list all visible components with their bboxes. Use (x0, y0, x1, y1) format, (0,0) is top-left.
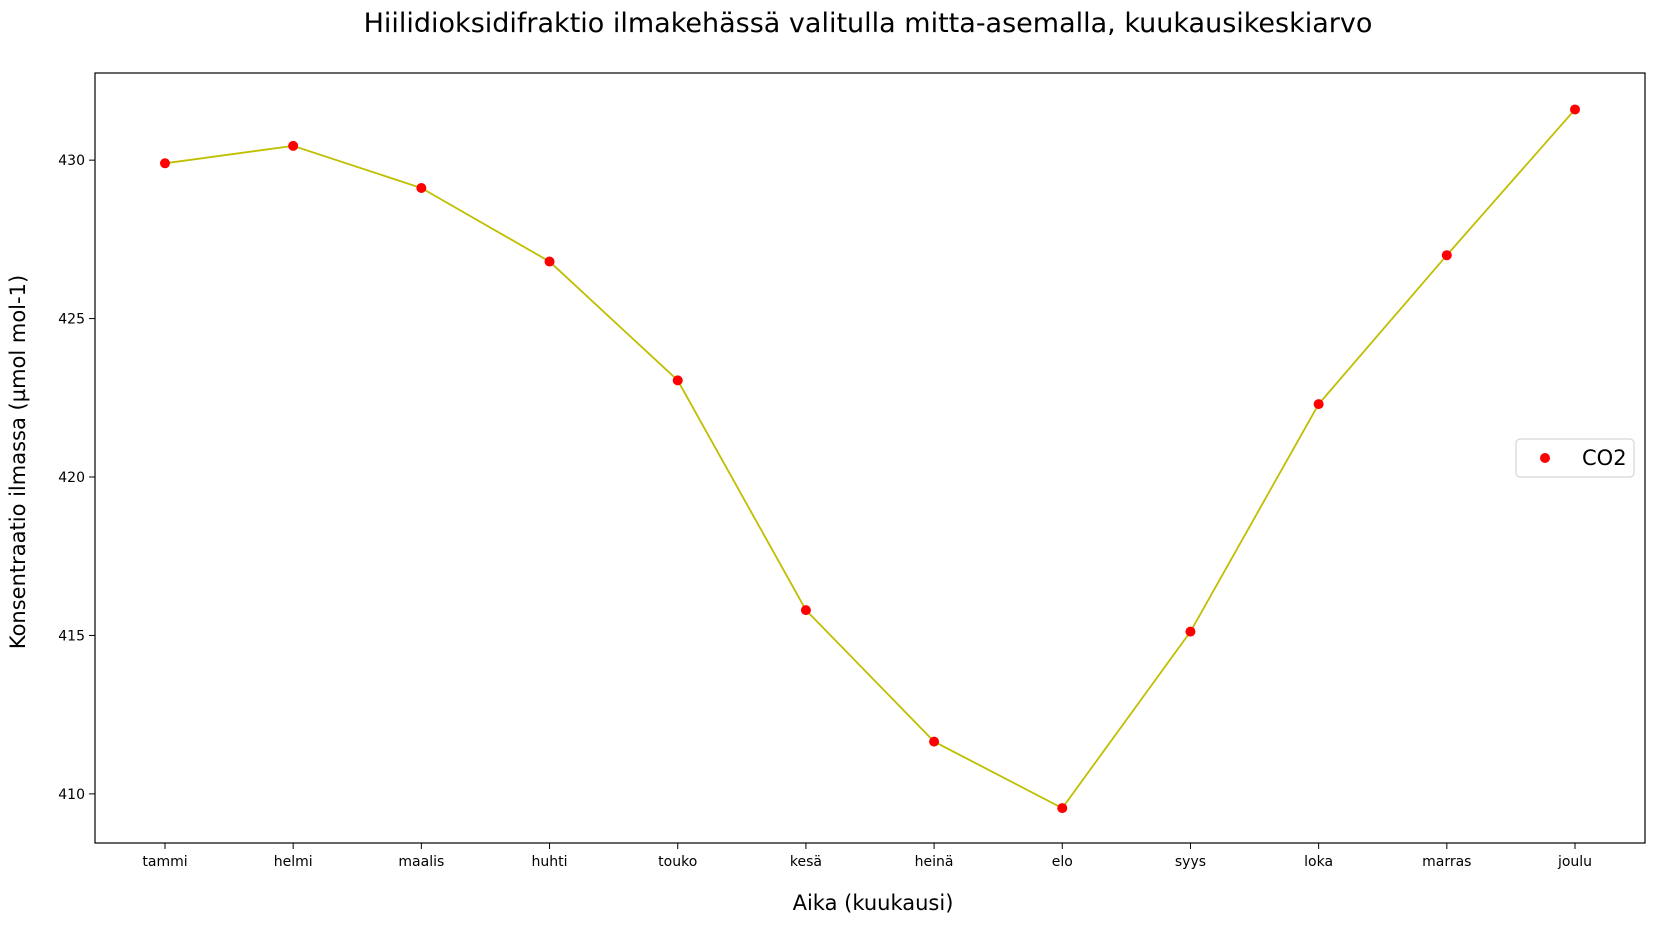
x-tick-label: syys (1175, 854, 1206, 870)
plot-frame (94, 72, 1646, 844)
x-tick-label: helmi (274, 854, 313, 870)
x-tick-label: elo (1052, 854, 1073, 870)
y-axis-label: Konsentraatio ilmassa (µmol mol-1) (6, 275, 30, 649)
data-point (544, 256, 555, 267)
y-tick-label: 425 (58, 312, 85, 328)
legend: CO2 (1515, 438, 1635, 478)
data-point (929, 736, 940, 747)
y-axis: 410 415 420 425 430 (58, 153, 95, 803)
plot-area: 410 415 420 425 430 tammi helmi maalis huhti tou… (58, 72, 1646, 870)
x-tick-label: joulu (1557, 854, 1592, 870)
data-point (672, 375, 683, 386)
x-tick-label: tammi (142, 854, 187, 870)
series-line (164, 108, 1576, 810)
y-tick-label: 430 (58, 153, 85, 169)
data-point (1057, 803, 1068, 814)
series-co2 (160, 104, 1580, 814)
data-point (288, 140, 299, 151)
data-point (1570, 104, 1580, 115)
y-tick-label: 415 (58, 628, 85, 644)
legend-label-co2: CO2 (1582, 446, 1627, 470)
x-tick-label: touko (658, 854, 697, 870)
x-tick-label: heinä (915, 854, 954, 870)
legend-frame (1515, 438, 1635, 478)
x-tick-label: kesä (790, 854, 822, 870)
y-tick-label: 420 (58, 470, 85, 486)
x-axis: tammi helmi maalis huhti touko kesä heinä elo sy… (142, 843, 1592, 870)
data-point (1441, 250, 1452, 261)
y-tick-label: 410 (58, 787, 85, 803)
data-point (1185, 626, 1196, 637)
legend-marker (1540, 453, 1550, 463)
data-point (800, 605, 811, 616)
data-point (160, 158, 170, 169)
data-point (416, 183, 427, 194)
x-tick-label: loka (1304, 854, 1333, 870)
chart-title: Hiilidioksidifraktio ilmakehässä valitul… (364, 8, 1373, 39)
data-point (1313, 399, 1324, 410)
x-tick-label: huhti (532, 854, 568, 870)
x-axis-label: Aika (kuukausi) (793, 891, 954, 915)
x-tick-label: maalis (398, 854, 444, 870)
x-tick-label: marras (1422, 854, 1471, 870)
